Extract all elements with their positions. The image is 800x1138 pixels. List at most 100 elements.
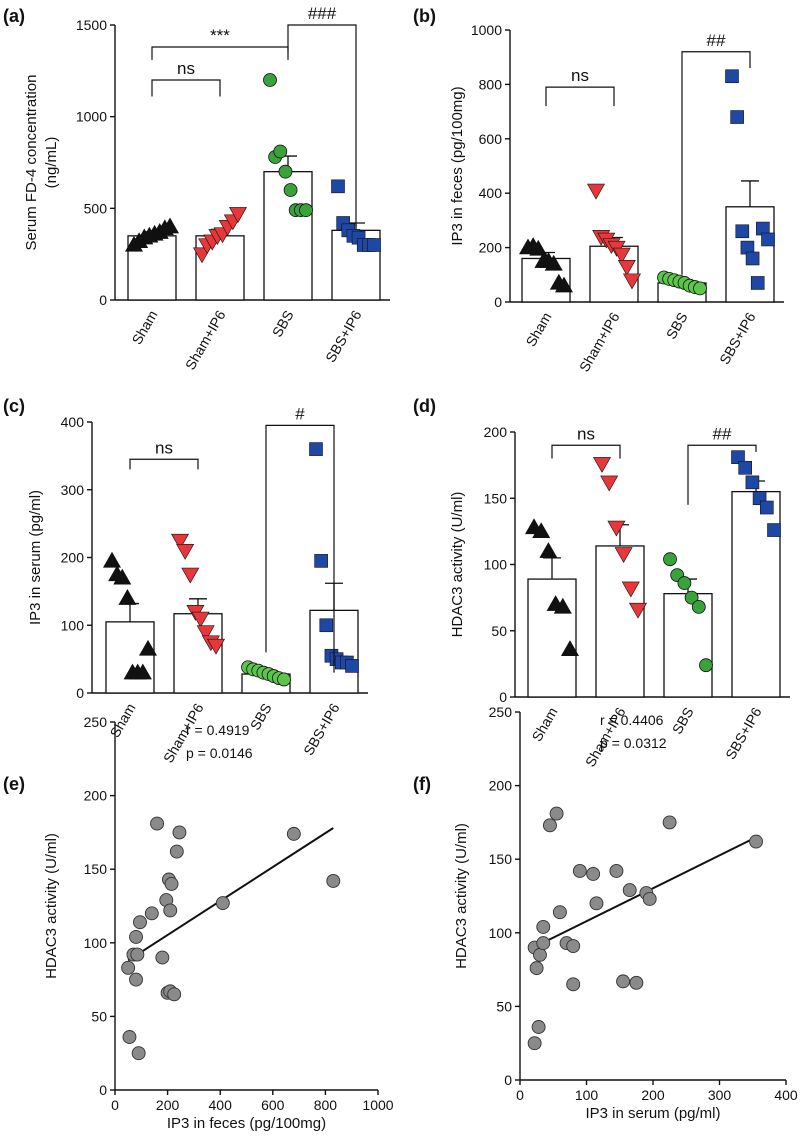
scatter-point <box>131 1046 146 1061</box>
significance-label: ### <box>308 4 337 23</box>
y-tick-label: 400 <box>61 414 85 430</box>
data-point <box>367 238 381 252</box>
data-point <box>699 658 713 673</box>
data-point <box>170 533 190 550</box>
y-tick-label: 0 <box>99 1082 107 1098</box>
scatter-point <box>586 866 601 881</box>
y-tick-label: 1000 <box>76 109 107 125</box>
scatter-point <box>163 903 178 918</box>
x-tick-label: 800 <box>314 1097 338 1113</box>
scatter-point <box>527 1036 542 1051</box>
scatter-point <box>167 987 182 1002</box>
data-point <box>612 247 631 264</box>
x-axis-label: IP3 in serum (pg/ml) <box>585 1105 720 1122</box>
data-point <box>263 73 277 87</box>
data-point <box>677 576 692 590</box>
x-tick-label: 200 <box>156 1097 180 1113</box>
y-tick-label: 50 <box>496 998 512 1014</box>
scatter-point <box>164 876 179 891</box>
scatter-point <box>549 806 564 821</box>
significance-bracket <box>129 458 199 470</box>
data-point <box>560 640 580 656</box>
y-tick-label: 1500 <box>76 17 107 33</box>
scatter-point <box>529 961 544 976</box>
panel-label: (c) <box>3 396 25 416</box>
scatter-point <box>629 975 644 990</box>
y-tick-label: 0 <box>494 294 502 310</box>
y-tick-label: 1000 <box>471 22 502 38</box>
significance-bracket <box>551 444 621 459</box>
y-tick-label: 0 <box>76 685 84 701</box>
significance-bracket <box>681 51 751 275</box>
regression-line <box>127 827 334 962</box>
significance-bracket <box>151 46 289 60</box>
y-axis-label: Serum FD-4 concentration (ng/mL) <box>23 75 60 251</box>
data-point <box>663 552 677 567</box>
scatter-point <box>533 947 547 962</box>
y-axis-label: HDAC3 activity (U/ml) <box>449 492 466 638</box>
category-label: Sham+IP6 <box>182 307 229 372</box>
data-point <box>691 600 706 614</box>
scatter-point <box>144 906 159 921</box>
x-tick-label: 0 <box>111 1097 119 1113</box>
significance-bracket <box>545 86 615 107</box>
scatter-point <box>642 891 657 906</box>
scatter-point <box>121 960 136 975</box>
panel-label: (b) <box>413 6 436 26</box>
panel-e: (e) 0 50 100 150 200 250 0 200 400 600 800 1000 HDAC3… <box>3 714 394 1132</box>
category-label: Sham+IP6 <box>576 309 623 374</box>
x-tick-label: 600 <box>261 1097 285 1113</box>
significance-label: *** <box>210 26 230 45</box>
data-point <box>735 224 750 239</box>
scatter-point <box>566 977 581 992</box>
data-point <box>539 542 558 558</box>
correlation-p: p = 0.0146 <box>186 745 253 761</box>
data-point <box>118 589 137 605</box>
scatter-point <box>552 905 567 920</box>
significance-label: ns <box>155 438 173 457</box>
data-point <box>614 547 633 564</box>
y-tick-label: 400 <box>479 185 503 201</box>
panel-c: (c) 0 100 200 300 400 IP3 in serum (pg/ml) Sham… <box>3 396 368 765</box>
data-point <box>532 522 551 539</box>
scatter-point <box>215 896 230 911</box>
data-point <box>554 276 574 293</box>
scatter-point <box>749 834 764 849</box>
data-point <box>331 179 345 194</box>
data-point <box>759 500 774 515</box>
panel-label: (d) <box>413 396 436 416</box>
category-label: SBS <box>269 308 297 340</box>
data-point <box>283 183 298 197</box>
data-point <box>586 183 606 200</box>
scatter-point <box>622 883 637 898</box>
y-tick-label: 200 <box>489 778 513 794</box>
y-tick-label: 150 <box>484 490 508 506</box>
category-label: SBS+IP6 <box>322 307 365 365</box>
y-tick-label: 0 <box>499 689 507 705</box>
significance-bracket <box>687 444 757 505</box>
scatter-point <box>536 919 551 934</box>
y-tick-label: 300 <box>61 482 85 498</box>
data-point <box>102 551 122 568</box>
scatter-point <box>609 864 624 878</box>
bar-sham-ip6 <box>595 545 645 698</box>
significance-label: ## <box>713 424 732 443</box>
significance-bracket <box>151 79 221 97</box>
y-tick-label: 150 <box>489 851 513 867</box>
scatter-point <box>133 915 147 930</box>
data-point <box>160 217 180 234</box>
x-tick-label: 400 <box>774 1087 798 1103</box>
scatter-point <box>129 929 143 944</box>
y-tick-label: 50 <box>91 1008 107 1024</box>
scatter-point <box>129 972 143 987</box>
category-label: SBS+IP6 <box>716 309 759 367</box>
data-point <box>607 520 626 537</box>
y-tick-label: 100 <box>61 617 85 633</box>
data-point <box>176 544 195 560</box>
data-point <box>544 254 563 271</box>
category-label: SBS <box>663 310 691 342</box>
y-axis-label-line: HDAC3 activity (U/ml) <box>449 492 466 638</box>
panel-b: (b) 0 200 400 600 800 1000 IP3 in feces (pg/100… <box>413 6 784 374</box>
category-label: SBS+IP6 <box>300 700 343 758</box>
scatter-point <box>536 936 551 951</box>
